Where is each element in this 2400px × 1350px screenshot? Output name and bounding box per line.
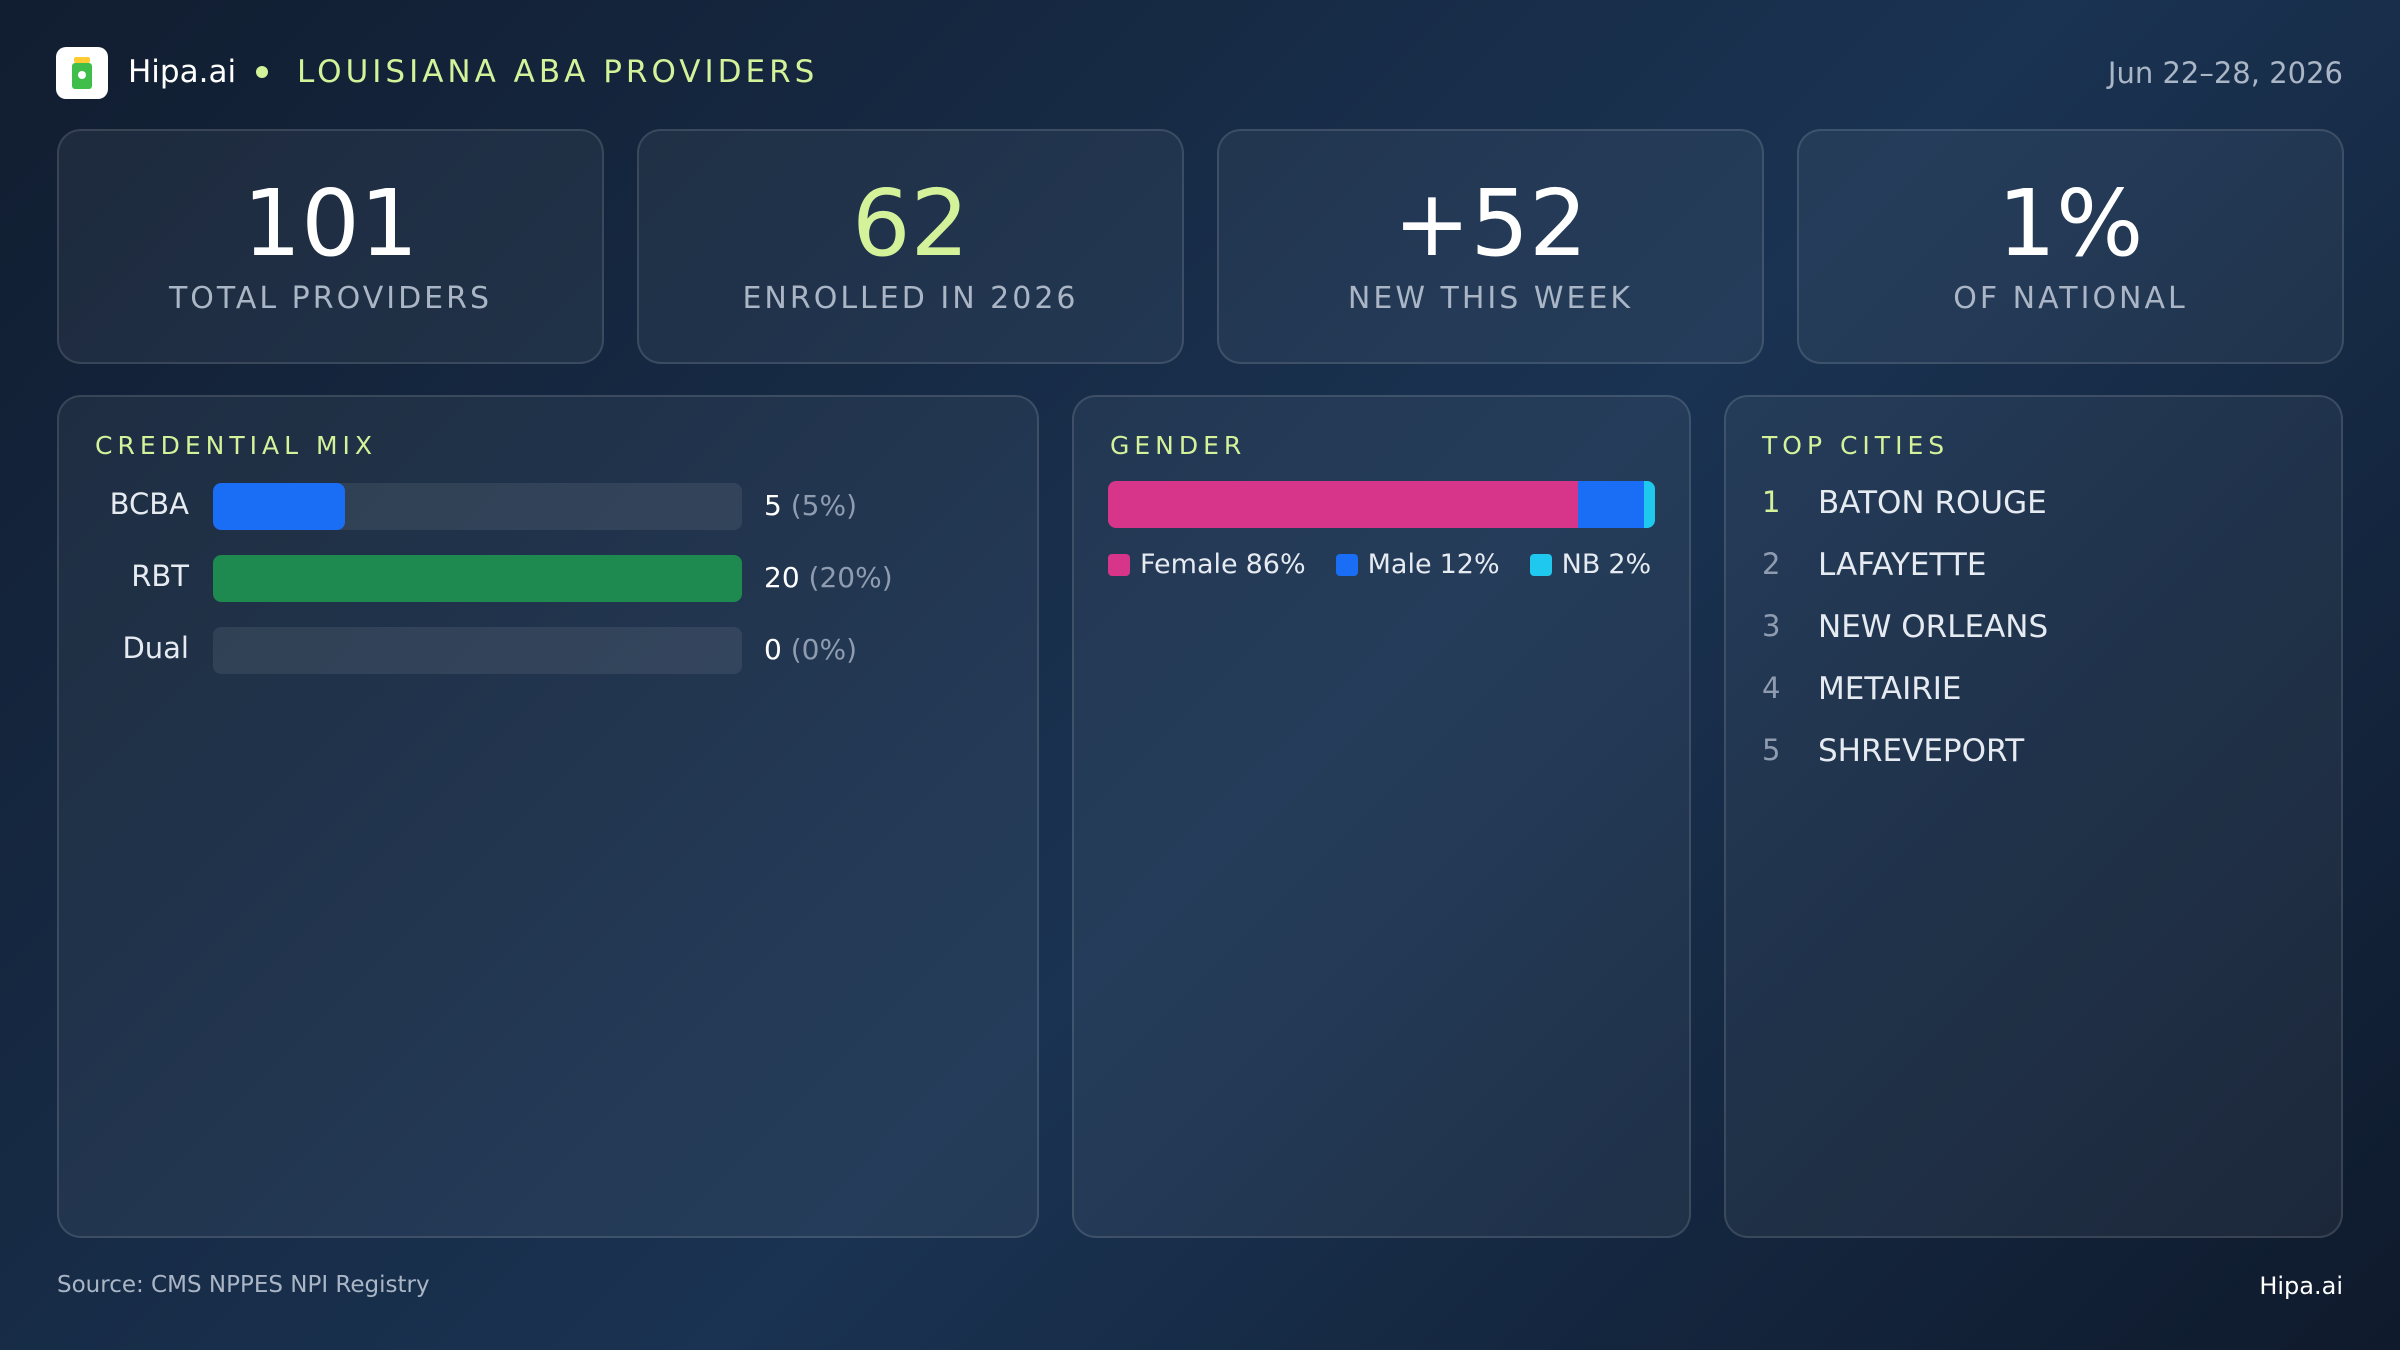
kpi-card: 1% OF NATIONAL: [1797, 129, 2344, 364]
kpi-label: OF NATIONAL: [1953, 281, 2188, 316]
kpi-value: 62: [851, 170, 970, 277]
value: 5: [764, 489, 782, 522]
kpi-card: +52 NEW THIS WEEK: [1217, 129, 1764, 364]
page-title: LOUISIANA ABA PROVIDERS: [297, 54, 819, 90]
row-label: BCBA: [109, 487, 189, 521]
city-name: BATON ROUGE: [1818, 485, 2047, 521]
value: 0: [764, 633, 782, 666]
city-name: LAFAYETTE: [1818, 547, 1987, 583]
row-label: Dual: [122, 631, 189, 665]
bar-track: [213, 483, 742, 530]
kpi-label: ENROLLED IN 2026: [742, 281, 1079, 316]
legend-item: NB 2%: [1529, 549, 1652, 580]
city-name: METAIRIE: [1818, 671, 1962, 707]
bar-track: [213, 555, 742, 602]
city-name: NEW ORLEANS: [1818, 609, 2049, 645]
stacked-bar: [1108, 481, 1655, 528]
legend-item: Female 86%: [1108, 549, 1306, 580]
value-text: 0 (0%): [764, 633, 857, 666]
logo: [56, 47, 108, 99]
cities-panel: TOP CITIES 1 BATON ROUGE 2 LAFAYETTE 3 NEW OR…: [1724, 395, 2343, 1238]
segment: [1108, 481, 1579, 528]
segment: [1644, 481, 1655, 528]
bar-track: [213, 627, 742, 674]
row-label: RBT: [131, 559, 189, 593]
kpi-label: NEW THIS WEEK: [1347, 281, 1634, 316]
value-text: 20 (20%): [764, 561, 893, 594]
legend: Female 86% Male 12% NB 2%: [1108, 549, 1651, 580]
bar: [213, 483, 346, 530]
value: 20: [764, 561, 800, 594]
legend-item: Male 12%: [1335, 549, 1500, 580]
legend-swatch: [1108, 553, 1130, 576]
kpi-value: 101: [242, 170, 419, 277]
legend-name: Female: [1140, 549, 1238, 580]
panel-title: GENDER: [1110, 431, 1247, 460]
separator-dot: [256, 66, 268, 78]
legend-name: NB: [1561, 549, 1601, 580]
share: (0%): [790, 633, 858, 666]
kpi-value: 1%: [1997, 170, 2144, 277]
logo-icon: [72, 57, 92, 89]
footer-brand: Hipa.ai: [2259, 1272, 2343, 1300]
segment: [1578, 481, 1645, 528]
city-name: SHREVEPORT: [1818, 733, 2025, 769]
kpi-card: 101 TOTAL PROVIDERS: [57, 129, 604, 364]
city-rank: 5: [1762, 733, 1781, 767]
city-rank: 2: [1762, 547, 1781, 581]
source-note: Source: CMS NPPES NPI Registry: [57, 1272, 430, 1298]
panel-title: CREDENTIAL MIX: [95, 431, 378, 460]
kpi-value: +52: [1393, 170, 1588, 277]
panel-title: TOP CITIES: [1762, 431, 1950, 460]
share: (20%): [808, 561, 893, 594]
kpi-label: TOTAL PROVIDERS: [168, 281, 493, 316]
credential-panel: CREDENTIAL MIX BCBA 5 (5%) RBT 20 (20%) Dual…: [57, 395, 1039, 1238]
value-text: 5 (5%): [764, 489, 857, 522]
city-rank: 4: [1762, 671, 1781, 705]
legend-name: Male: [1367, 549, 1432, 580]
legend-value: 12%: [1439, 549, 1500, 580]
city-rank: 3: [1762, 609, 1781, 643]
kpi-card: 62 ENROLLED IN 2026: [637, 129, 1184, 364]
brand: Hipa.ai: [128, 54, 237, 90]
bar: [213, 555, 742, 602]
legend-swatch: [1529, 553, 1552, 576]
legend-swatch: [1335, 553, 1358, 576]
legend-value: 86%: [1245, 549, 1306, 580]
city-rank: 1: [1762, 485, 1781, 519]
share: (5%): [790, 489, 858, 522]
legend-value: 2%: [1608, 549, 1652, 580]
gender-panel: GENDER Female 86% Male 12% NB 2%: [1072, 395, 1691, 1238]
date-range: Jun 22–28, 2026: [2107, 56, 2343, 90]
